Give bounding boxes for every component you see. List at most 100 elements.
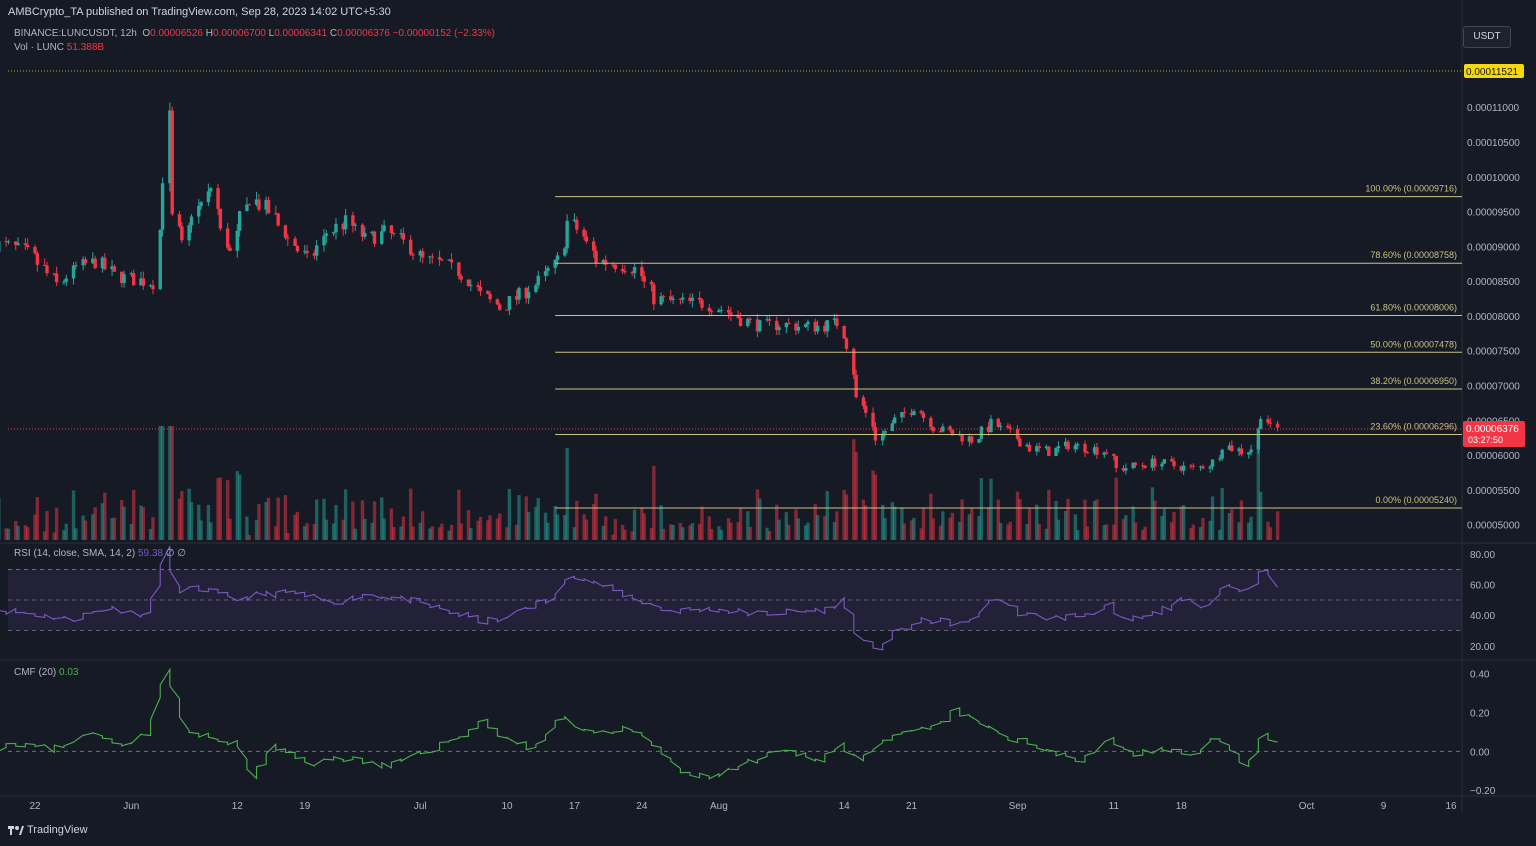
volume-bar bbox=[120, 499, 124, 540]
volume-bar bbox=[717, 526, 721, 540]
volume-bar bbox=[1230, 509, 1234, 540]
volume-bar bbox=[100, 503, 105, 540]
currency-button[interactable]: USDT bbox=[1463, 26, 1511, 48]
volume-bar bbox=[1153, 500, 1157, 540]
candle-body bbox=[565, 220, 569, 249]
volume-bar bbox=[967, 514, 972, 540]
candle-body bbox=[630, 272, 634, 274]
candle-body bbox=[42, 264, 47, 266]
volume-bar bbox=[592, 503, 596, 540]
volume-bar bbox=[235, 471, 239, 540]
volume-bars bbox=[0, 426, 1280, 540]
volume-bar bbox=[584, 519, 589, 540]
volume-bar bbox=[1198, 527, 1203, 540]
price-tick-label: 0.00008000 bbox=[1467, 312, 1520, 323]
volume-bar bbox=[1104, 524, 1109, 540]
rsi-line bbox=[0, 545, 1279, 651]
candle-body bbox=[4, 241, 8, 243]
brand-name: TradingView bbox=[27, 824, 88, 836]
volume-bar bbox=[103, 492, 107, 540]
volume-bar bbox=[81, 515, 85, 540]
candle-body bbox=[613, 264, 618, 270]
candle-body bbox=[900, 411, 904, 418]
volume-bar bbox=[630, 531, 634, 540]
candle-body bbox=[729, 312, 733, 315]
candle-body bbox=[1201, 466, 1205, 469]
candle-body bbox=[33, 246, 37, 254]
candle-body bbox=[264, 199, 268, 210]
candle-body bbox=[948, 426, 952, 431]
candle-body bbox=[929, 418, 933, 428]
volume-bar bbox=[428, 528, 432, 540]
volume-bar bbox=[1141, 529, 1145, 540]
volume-bar bbox=[996, 499, 1000, 540]
volume-bar bbox=[466, 510, 471, 540]
candle-body bbox=[697, 297, 702, 300]
candle-body bbox=[81, 259, 85, 266]
candle-body bbox=[623, 271, 627, 273]
volume-bar bbox=[1239, 500, 1244, 540]
candle-body bbox=[661, 296, 666, 298]
candle-body bbox=[478, 286, 483, 292]
candle-body bbox=[341, 223, 345, 230]
candle-body bbox=[880, 433, 885, 441]
volume-bar bbox=[401, 516, 406, 540]
brand-logo[interactable]: TradingView bbox=[8, 824, 88, 836]
fib-level-label: 50.00% (0.00007478) bbox=[1370, 339, 1457, 349]
volume-bar bbox=[1121, 519, 1126, 540]
volume-bar bbox=[495, 518, 500, 540]
volume-bar bbox=[158, 426, 162, 540]
candle-body bbox=[707, 307, 711, 312]
candle-body bbox=[180, 226, 184, 241]
volume-bar bbox=[1256, 440, 1261, 540]
candle-body bbox=[1210, 459, 1215, 467]
volume-bar bbox=[1066, 498, 1070, 540]
volume-bar bbox=[517, 495, 521, 540]
volume-bar bbox=[93, 507, 97, 540]
volume-bar bbox=[91, 514, 95, 540]
candle-body bbox=[592, 241, 596, 251]
volume-bar bbox=[132, 489, 136, 540]
candle-body bbox=[640, 267, 644, 277]
candle-body bbox=[199, 202, 203, 206]
fib-level-label: 0.00% (0.00005240) bbox=[1375, 495, 1457, 505]
volume-bar bbox=[197, 504, 201, 540]
volume-bar bbox=[1237, 522, 1241, 540]
volume-bar bbox=[902, 523, 906, 540]
candle-body bbox=[1181, 465, 1186, 471]
volume-bar bbox=[478, 516, 483, 540]
candle-body bbox=[158, 229, 162, 290]
candle-body bbox=[902, 411, 906, 413]
candle-body bbox=[861, 397, 866, 406]
candle-body bbox=[392, 233, 396, 235]
candle-body bbox=[225, 228, 230, 248]
candle-body bbox=[1162, 459, 1167, 464]
volume-bar bbox=[919, 528, 923, 540]
volume-bar bbox=[1095, 499, 1099, 540]
volume-bar bbox=[623, 529, 627, 540]
candle-body bbox=[1112, 453, 1116, 456]
volume-bar bbox=[488, 515, 492, 540]
candle-body bbox=[1191, 465, 1195, 467]
candle-body bbox=[274, 213, 278, 215]
volume-bar bbox=[33, 514, 37, 540]
volume-bar bbox=[324, 519, 329, 540]
volume-bar bbox=[825, 491, 829, 540]
volume-bar bbox=[189, 502, 194, 540]
volume-bar bbox=[206, 504, 211, 540]
volume-bar bbox=[315, 499, 319, 540]
candle-body bbox=[746, 318, 750, 326]
cmf-legend: CMF (20) 0.03 bbox=[14, 667, 79, 678]
volume-bar bbox=[274, 526, 278, 540]
volume-bar bbox=[305, 523, 309, 540]
cmf-tick-label: 0.40 bbox=[1470, 670, 1490, 681]
volume-bar bbox=[303, 526, 307, 540]
volume-bar bbox=[1268, 527, 1273, 540]
volume-bar bbox=[601, 525, 606, 540]
volume-bar bbox=[237, 474, 242, 540]
candle-body bbox=[112, 266, 117, 272]
symbol-name[interactable]: BINANCE:LUNCUSDT, 12h bbox=[14, 28, 137, 39]
volume-bar bbox=[360, 500, 365, 540]
volume-bar bbox=[700, 506, 704, 540]
